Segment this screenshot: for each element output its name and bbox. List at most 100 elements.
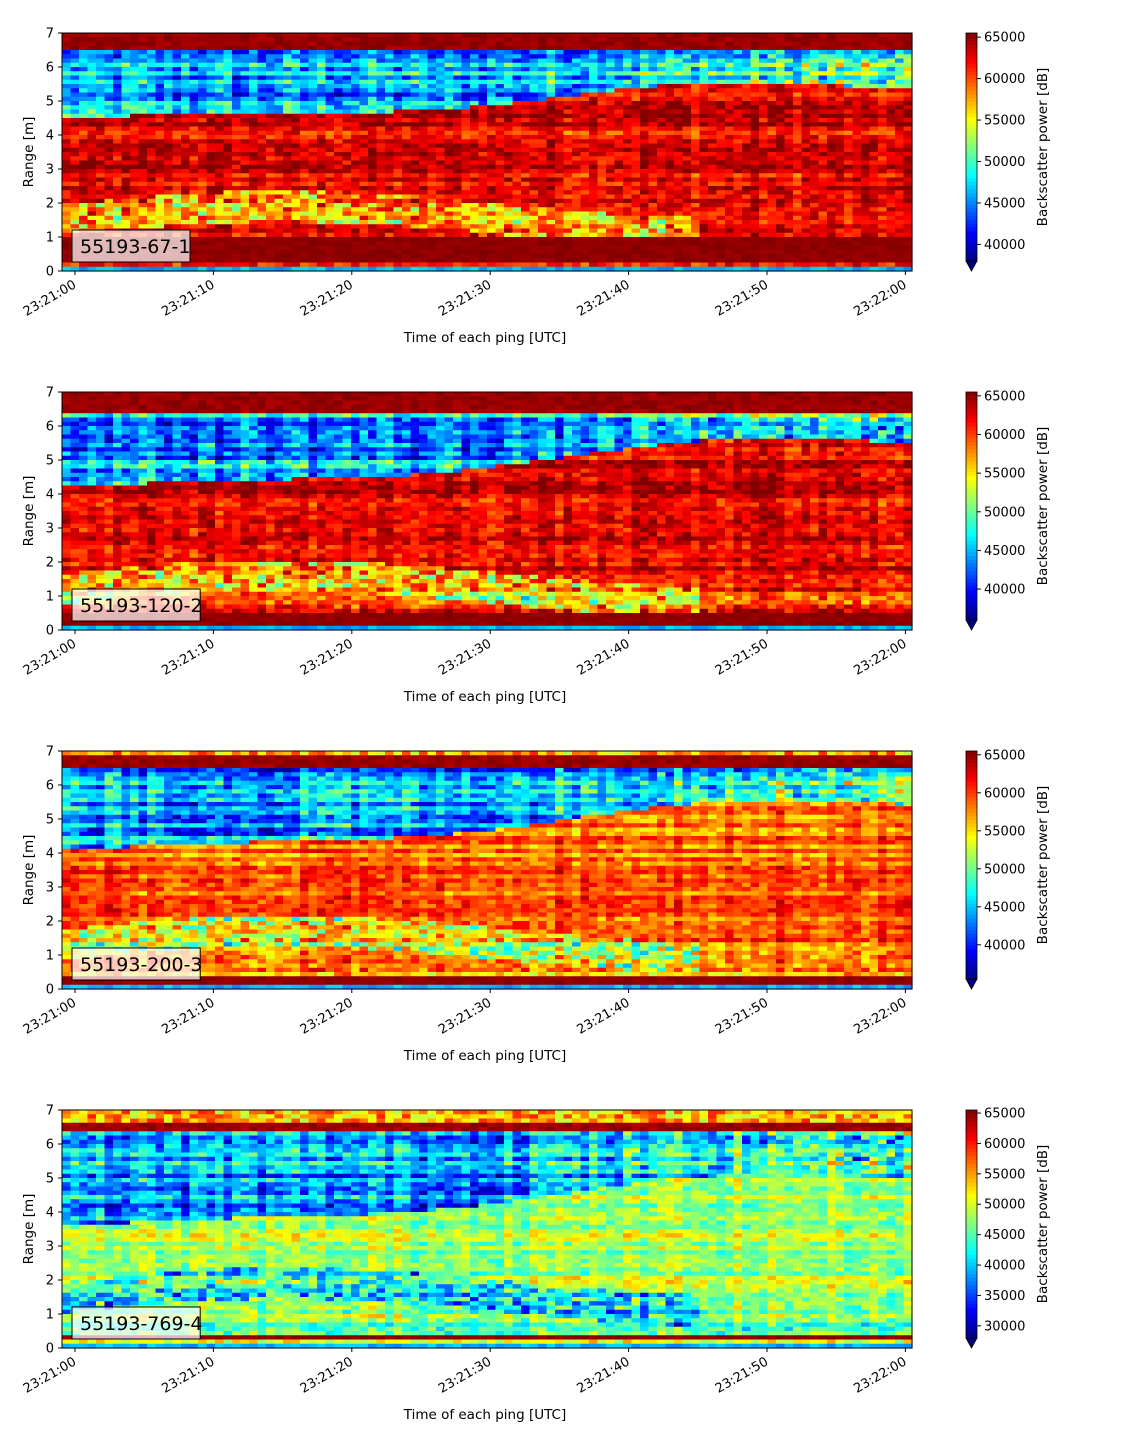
- heatmap-cell: [759, 173, 768, 178]
- heatmap-cell: [793, 46, 802, 51]
- heatmap-cell: [496, 105, 505, 110]
- heatmap-cell: [513, 139, 522, 144]
- heatmap-cell: [428, 195, 437, 200]
- heatmap-cell: [785, 199, 794, 204]
- heatmap-cell: [666, 118, 675, 123]
- heatmap-cell: [181, 178, 190, 183]
- heatmap-cell: [445, 93, 454, 98]
- heatmap-cell: [292, 59, 301, 64]
- heatmap-cell: [759, 114, 768, 119]
- heatmap-cell: [759, 118, 768, 123]
- heatmap-cell: [309, 59, 318, 64]
- heatmap-cell: [564, 93, 573, 98]
- heatmap-cell: [521, 127, 530, 132]
- heatmap-cell: [751, 169, 760, 174]
- heatmap-cell: [241, 161, 250, 166]
- heatmap-cell: [734, 186, 743, 191]
- heatmap-cell: [292, 178, 301, 183]
- heatmap-cell: [190, 37, 199, 42]
- heatmap-cell: [224, 237, 233, 242]
- heatmap-cell: [428, 46, 437, 51]
- heatmap-cell: [385, 246, 394, 251]
- heatmap-cell: [572, 127, 581, 132]
- heatmap-cell: [725, 37, 734, 42]
- heatmap-cell: [181, 110, 190, 115]
- heatmap-cell: [88, 76, 97, 81]
- heatmap-cell: [547, 76, 556, 81]
- heatmap-cell: [283, 207, 292, 212]
- heatmap-cell: [445, 135, 454, 140]
- heatmap-cell: [470, 37, 479, 42]
- heatmap-cell: [776, 224, 785, 229]
- heatmap-cell: [292, 122, 301, 127]
- heatmap-cell: [360, 173, 369, 178]
- heatmap-cell: [657, 263, 666, 268]
- heatmap-cell: [785, 76, 794, 81]
- heatmap-cell: [190, 169, 199, 174]
- heatmap-cell: [147, 84, 156, 89]
- heatmap-cell: [683, 182, 692, 187]
- heatmap-cell: [657, 59, 666, 64]
- heatmap-cell: [224, 127, 233, 132]
- heatmap-cell: [717, 156, 726, 161]
- heatmap-cell: [759, 88, 768, 93]
- heatmap-cell: [105, 199, 114, 204]
- heatmap-cell: [598, 59, 607, 64]
- heatmap-cell: [657, 118, 666, 123]
- heatmap-cell: [113, 88, 122, 93]
- heatmap-cell: [504, 190, 513, 195]
- heatmap-cell: [309, 105, 318, 110]
- heatmap-cell: [810, 156, 819, 161]
- heatmap-cell: [793, 118, 802, 123]
- heatmap-cell: [241, 182, 250, 187]
- heatmap-cell: [445, 139, 454, 144]
- heatmap-cell: [666, 161, 675, 166]
- heatmap-cell: [309, 42, 318, 47]
- heatmap-cell: [725, 229, 734, 234]
- heatmap-cell: [207, 165, 216, 170]
- heatmap-cell: [71, 148, 80, 153]
- heatmap-cell: [708, 71, 717, 76]
- heatmap-cell: [674, 110, 683, 115]
- heatmap-cell: [147, 263, 156, 268]
- heatmap-cell: [88, 93, 97, 98]
- heatmap-cell: [555, 97, 564, 102]
- heatmap-cell: [504, 46, 513, 51]
- heatmap-cell: [734, 207, 743, 212]
- heatmap-cell: [717, 233, 726, 238]
- heatmap-cell: [793, 258, 802, 263]
- heatmap-cell: [725, 46, 734, 51]
- heatmap-cell: [402, 131, 411, 136]
- heatmap-cell: [266, 203, 275, 208]
- heatmap-cell: [555, 169, 564, 174]
- heatmap-cell: [62, 169, 71, 174]
- heatmap-cell: [292, 216, 301, 221]
- heatmap-cell: [343, 118, 352, 123]
- heatmap-cell: [334, 152, 343, 157]
- heatmap-cell: [275, 195, 284, 200]
- heatmap-cell: [334, 233, 343, 238]
- heatmap-cell: [555, 110, 564, 115]
- heatmap-cell: [666, 224, 675, 229]
- heatmap-cell: [666, 76, 675, 81]
- heatmap-cell: [734, 250, 743, 255]
- heatmap-cell: [402, 199, 411, 204]
- heatmap-cell: [487, 229, 496, 234]
- heatmap-cell: [538, 37, 547, 42]
- heatmap-cell: [802, 46, 811, 51]
- heatmap-cell: [453, 169, 462, 174]
- heatmap-cell: [62, 182, 71, 187]
- heatmap-cell: [674, 250, 683, 255]
- heatmap-cell: [598, 93, 607, 98]
- heatmap-cell: [649, 131, 658, 136]
- heatmap-cell: [249, 186, 258, 191]
- heatmap-cell: [700, 195, 709, 200]
- heatmap-cell: [368, 254, 377, 259]
- heatmap-cell: [547, 63, 556, 68]
- heatmap-cell: [394, 220, 403, 225]
- heatmap-cell: [462, 224, 471, 229]
- heatmap-cell: [555, 33, 564, 38]
- heatmap-cell: [768, 67, 777, 72]
- heatmap-cell: [496, 258, 505, 263]
- heatmap-cell: [232, 233, 241, 238]
